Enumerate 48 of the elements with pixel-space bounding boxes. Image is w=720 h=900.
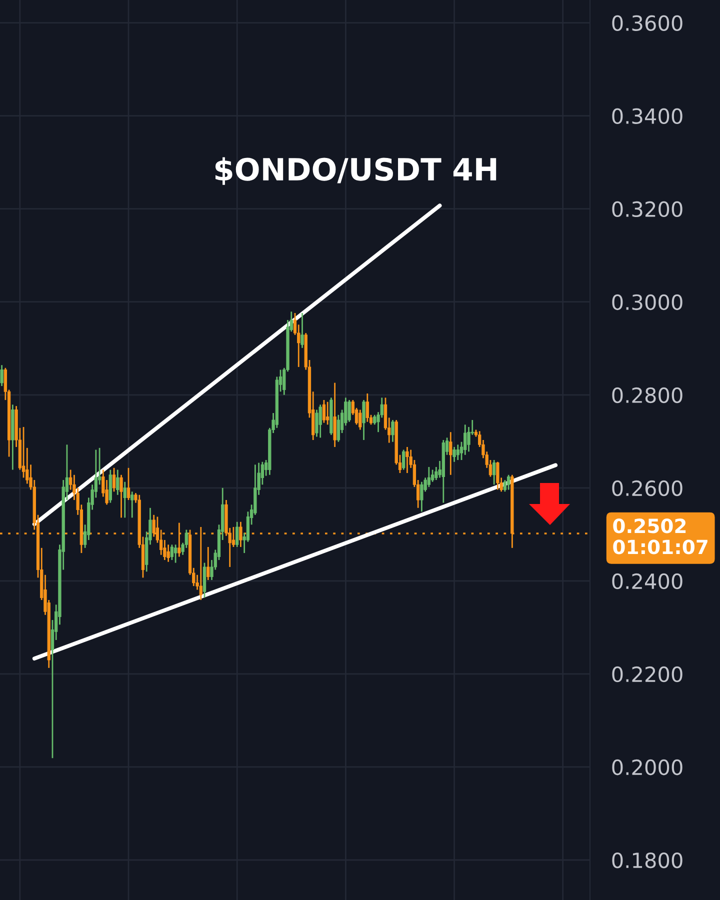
y-tick-label: 0.2200	[612, 666, 682, 682]
candlestick	[318, 404, 322, 438]
y-tick-label: 0.3400	[612, 108, 682, 124]
candlestick	[492, 459, 496, 486]
candlestick	[456, 444, 460, 461]
ref-line-label: 0.2502 01:01:07	[613, 518, 708, 554]
candlestick	[427, 466, 431, 488]
y-tick-label: 0.2800	[612, 387, 682, 404]
y-tick-label: 0.1800	[612, 852, 682, 868]
candlestick	[123, 481, 126, 518]
candlestick	[449, 431, 452, 476]
candlestick	[130, 490, 134, 518]
candlestick	[174, 544, 178, 564]
y-tick-label: 0.3000	[612, 294, 682, 310]
candlestick	[362, 399, 366, 441]
candlestick	[430, 469, 434, 483]
candlestick	[336, 414, 340, 443]
candlestick	[420, 481, 424, 512]
candlestick	[402, 449, 406, 470]
y-tick-label: 0.3600	[612, 15, 682, 31]
candlestick	[406, 446, 409, 474]
text: $ONDO/USDT 4H	[215, 157, 496, 185]
candlestick	[366, 392, 369, 423]
candlestick	[120, 474, 123, 518]
candlestick	[496, 461, 500, 490]
y-tick-label: 0.2600	[612, 480, 682, 496]
candlestick	[116, 469, 120, 496]
candlestick	[166, 544, 170, 563]
candlestick	[348, 399, 351, 423]
candlestick	[126, 467, 130, 501]
candlestick	[503, 479, 507, 492]
candlestick	[236, 521, 239, 548]
candlestick	[0, 364, 4, 387]
y-tick-label: 0.2400	[612, 573, 682, 590]
candlestick	[326, 401, 330, 426]
candlestick	[452, 446, 456, 463]
candlestick	[206, 546, 210, 581]
y-tick-label: 0.2000	[612, 759, 682, 776]
candlestick	[333, 382, 336, 448]
y-tick-label: 0.3200	[612, 201, 682, 218]
candlestick	[170, 544, 174, 561]
candlestick	[300, 312, 304, 349]
candlestick	[391, 419, 394, 443]
candlestick	[464, 424, 467, 456]
candlestick	[358, 409, 362, 430]
candlestick	[506, 474, 510, 490]
candlestick	[112, 467, 116, 492]
candlestick	[322, 399, 326, 424]
